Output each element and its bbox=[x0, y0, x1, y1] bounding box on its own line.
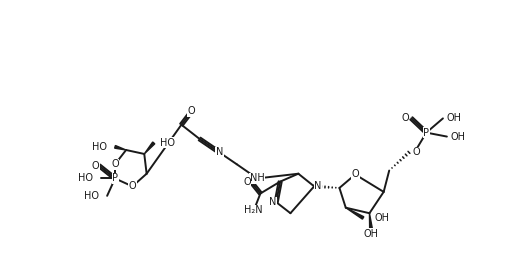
Text: HO: HO bbox=[84, 191, 99, 201]
Text: OH: OH bbox=[451, 132, 466, 141]
Text: O: O bbox=[351, 169, 359, 180]
Polygon shape bbox=[144, 142, 155, 154]
Text: N: N bbox=[269, 197, 276, 207]
Text: N: N bbox=[314, 181, 322, 191]
Text: NH: NH bbox=[250, 174, 265, 183]
Text: O: O bbox=[401, 113, 409, 123]
Text: OH: OH bbox=[374, 213, 389, 223]
Text: P: P bbox=[423, 128, 429, 138]
Text: O: O bbox=[413, 147, 421, 157]
Text: O: O bbox=[111, 159, 119, 169]
Text: O: O bbox=[91, 161, 99, 171]
Text: HO: HO bbox=[92, 142, 107, 152]
Text: O: O bbox=[188, 106, 195, 116]
Text: H₂N: H₂N bbox=[244, 205, 263, 215]
Text: OH: OH bbox=[447, 113, 462, 123]
Text: P: P bbox=[112, 174, 118, 183]
Text: OH: OH bbox=[363, 229, 378, 239]
Polygon shape bbox=[115, 146, 126, 150]
Polygon shape bbox=[370, 213, 372, 229]
Text: HO: HO bbox=[160, 138, 175, 148]
Text: O: O bbox=[128, 181, 136, 191]
Text: N: N bbox=[216, 147, 223, 157]
Text: O: O bbox=[243, 177, 251, 187]
Text: HO: HO bbox=[78, 174, 93, 183]
Polygon shape bbox=[346, 208, 364, 219]
